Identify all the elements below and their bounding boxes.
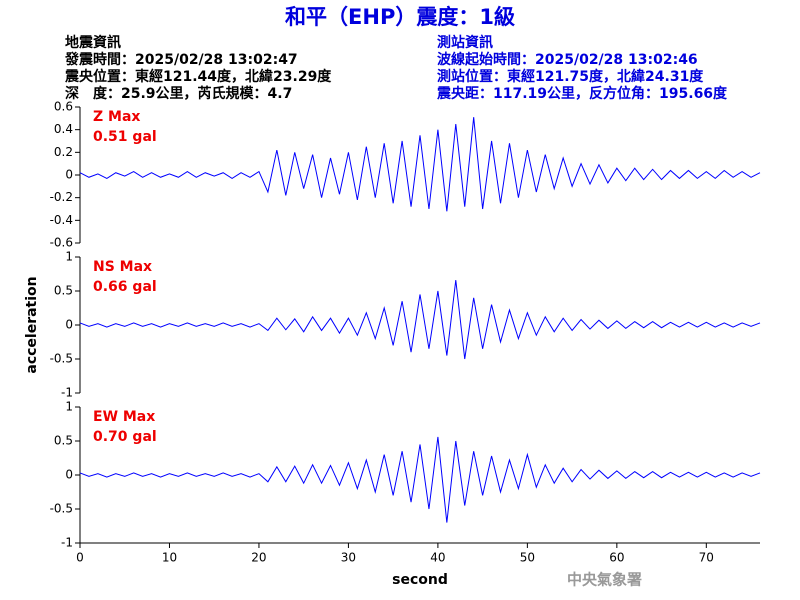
waveform [79, 280, 761, 360]
waveform [79, 117, 761, 212]
annotation: EW Max [93, 409, 155, 425]
x-tick-label: 20 [251, 551, 266, 565]
x-tick-label: 60 [609, 551, 624, 565]
y-tick-label: 0 [65, 318, 73, 332]
y-tick-label: 0 [65, 168, 73, 182]
info-line: 震央距：117.19公里，反方位角：195.66度 [436, 85, 728, 102]
x-tick-label: 70 [699, 551, 714, 565]
info-line: 地震資訊 [65, 34, 121, 51]
info-line: 測站資訊 [437, 34, 493, 51]
annotation: 0.51 gal [93, 129, 157, 145]
info-line: 測站位置：東經121.75度，北緯24.31度 [437, 68, 704, 85]
annotation: Z Max [93, 109, 140, 125]
x-tick-label: 0 [76, 551, 84, 565]
y-tick-label: 1 [65, 400, 73, 414]
y-tick-label: -0.5 [50, 502, 73, 516]
x-tick-label: 40 [430, 551, 445, 565]
y-tick-label: 0.5 [54, 284, 73, 298]
y-tick-label: -0.5 [50, 352, 73, 366]
y-tick-label: -0.4 [50, 213, 73, 227]
info-line: 深 度：25.9公里，芮氏規模：4.7 [65, 85, 292, 102]
x-axis-label: second [392, 572, 448, 588]
x-tick-label: 50 [520, 551, 535, 565]
annotation: 0.66 gal [93, 279, 157, 295]
y-tick-label: 0 [65, 468, 73, 482]
y-tick-label: 0.6 [54, 100, 73, 114]
x-tick-label: 10 [162, 551, 177, 565]
y-tick-label: 0.4 [54, 122, 73, 136]
annotation: NS Max [93, 259, 152, 275]
y-tick-label: -0.6 [50, 236, 73, 250]
y-tick-label: 0.5 [54, 434, 73, 448]
y-tick-label: -1 [61, 386, 73, 400]
info-line: 發震時間：2025/02/28 13:02:47 [64, 51, 298, 68]
info-line: 震央位置：東經121.44度，北緯23.29度 [64, 68, 332, 85]
annotation: 0.70 gal [93, 429, 157, 445]
waveform [79, 436, 761, 523]
info-line: 波線起始時間：2025/02/28 13:02:46 [437, 51, 698, 68]
footer: 中央氣象署 [567, 571, 642, 589]
y-tick-label: -0.2 [50, 190, 73, 204]
chart-title: 和平（EHP）震度：1級 [285, 5, 515, 29]
y-tick-label: 1 [65, 250, 73, 264]
y-tick-label: -1 [61, 536, 73, 550]
y-axis-label: acceleration [24, 276, 40, 373]
x-tick-label: 30 [341, 551, 356, 565]
y-tick-label: 0.2 [54, 145, 73, 159]
